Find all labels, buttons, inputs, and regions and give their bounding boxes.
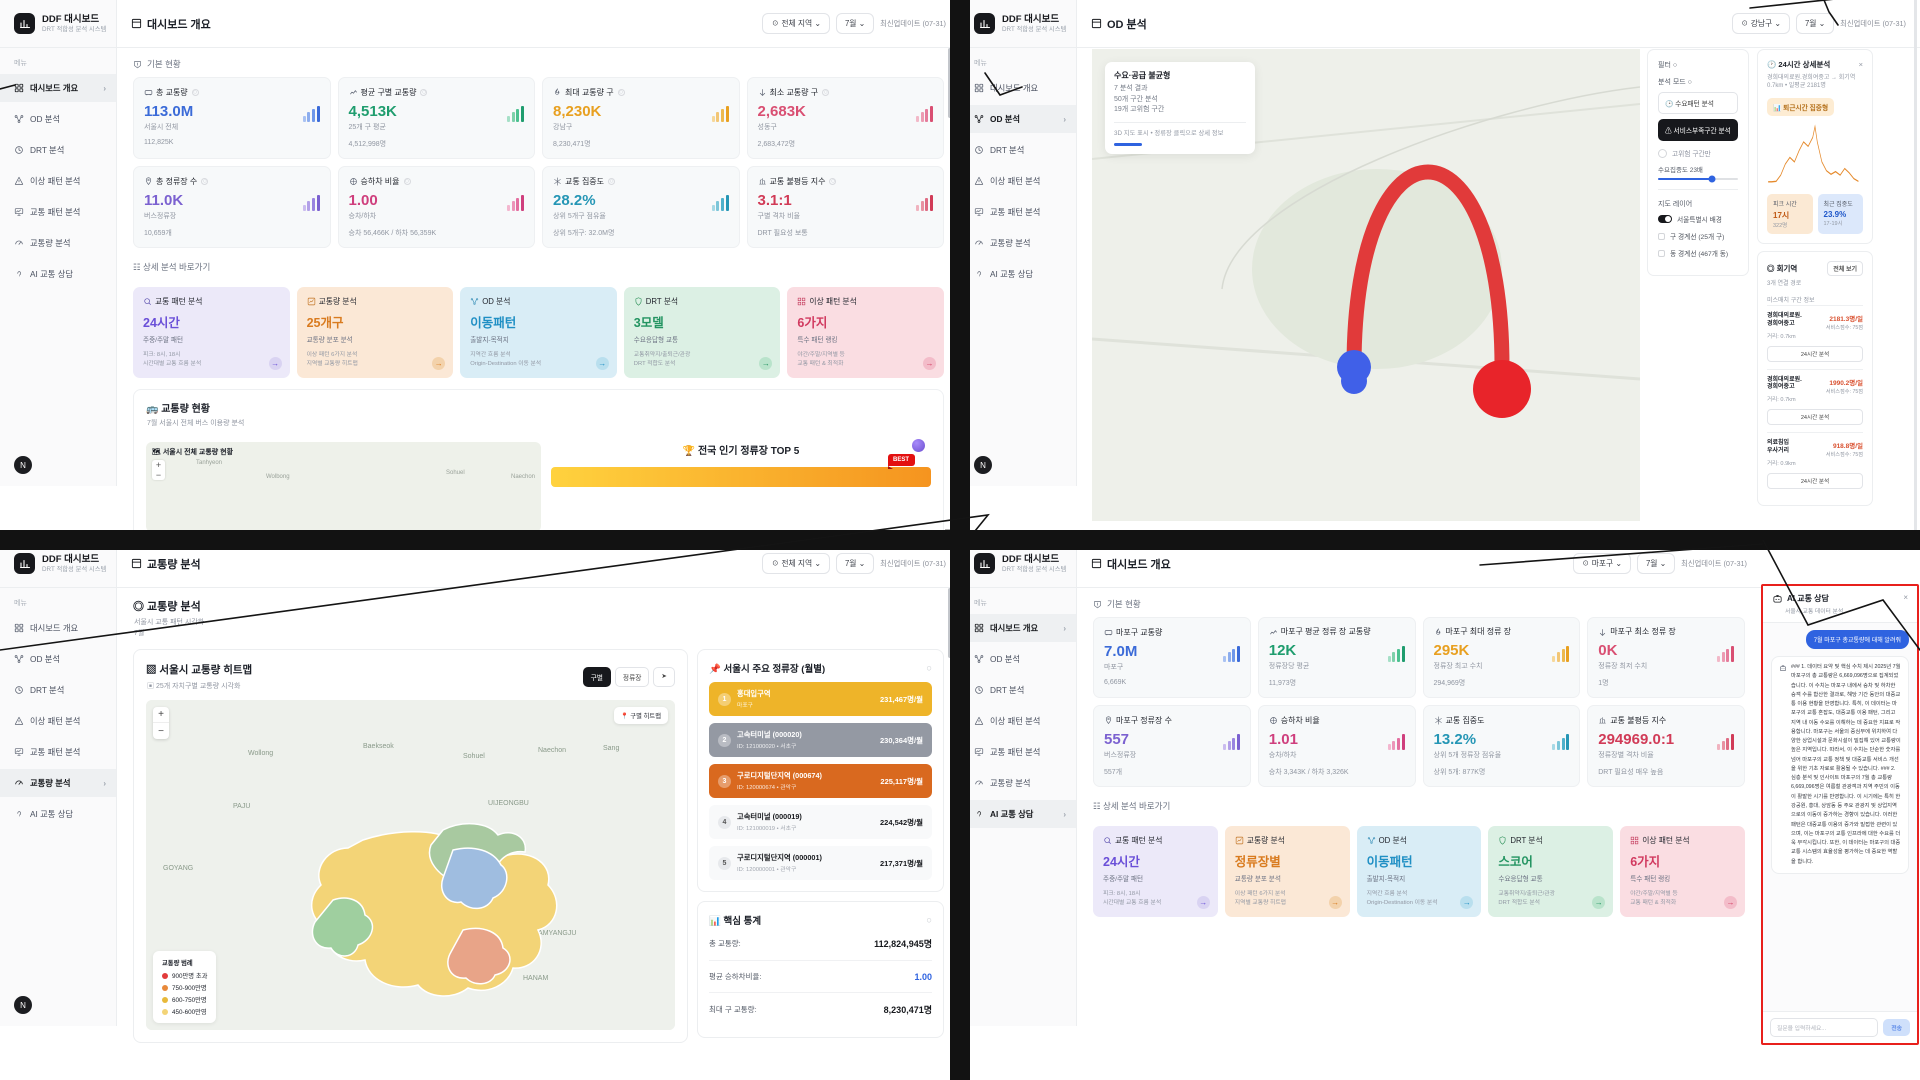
svg-text:Baekseok: Baekseok	[363, 743, 394, 750]
svg-text:Naechon: Naechon	[538, 747, 566, 754]
svg-text:Wollong: Wollong	[248, 750, 273, 757]
svg-text:UIJEONGBU: UIJEONGBU	[488, 800, 529, 807]
svg-text:HANAM: HANAM	[523, 975, 548, 982]
svg-text:GOYANG: GOYANG	[163, 865, 193, 872]
svg-text:Sang: Sang	[603, 745, 619, 752]
svg-text:PAJU: PAJU	[233, 803, 250, 810]
svg-text:Sohuel: Sohuel	[463, 753, 485, 760]
